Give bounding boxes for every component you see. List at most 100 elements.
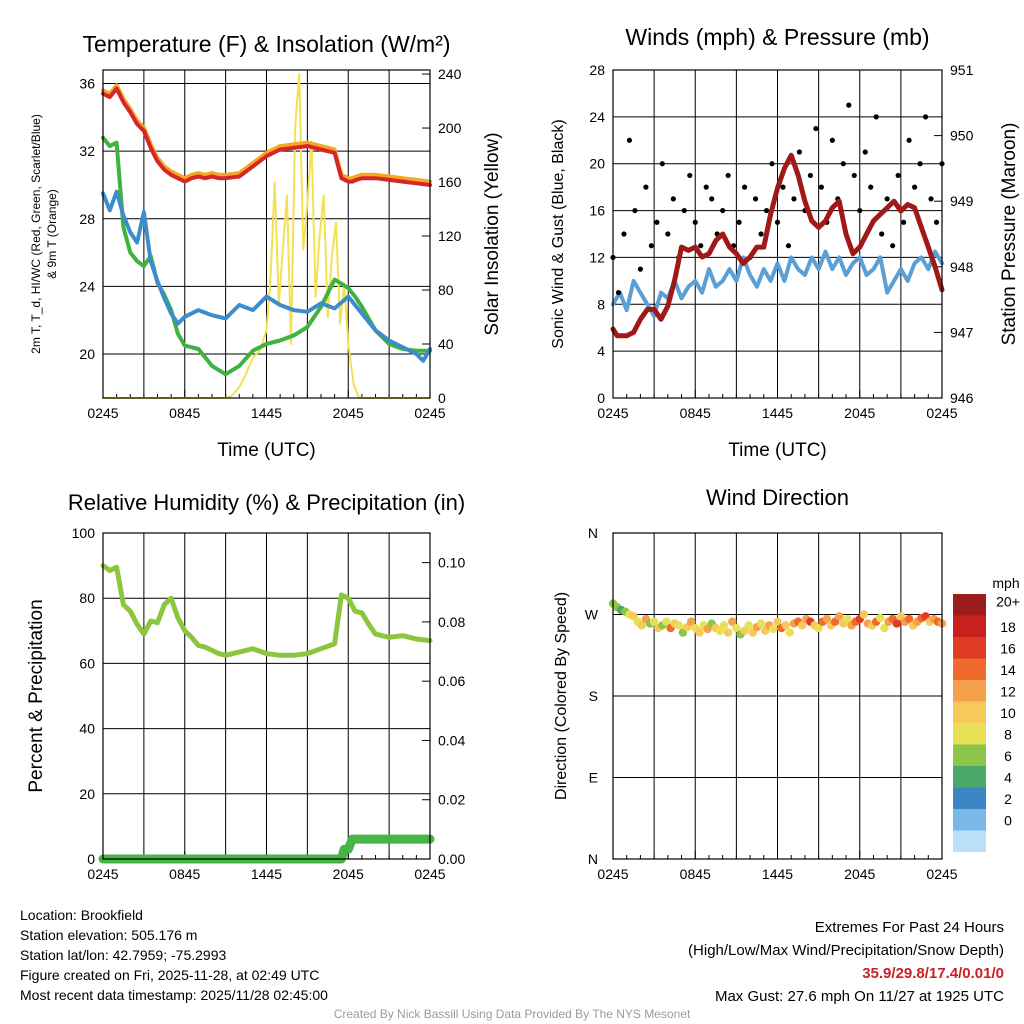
gust-point xyxy=(659,161,665,167)
series-relative-humidity xyxy=(100,563,433,658)
credit-line: Created By Nick Bassill Using Data Provi… xyxy=(333,1007,691,1021)
gust-point xyxy=(643,184,649,190)
gust-point xyxy=(698,243,704,249)
x-tick-label: 0845 xyxy=(169,866,200,882)
y-tick-label: 4 xyxy=(597,343,605,359)
y-tick-label: 32 xyxy=(79,143,95,159)
y-axis-label: Percent & Precipitation xyxy=(26,599,47,792)
direction-point xyxy=(728,617,737,626)
gust-point xyxy=(742,184,748,190)
gust-point xyxy=(884,196,890,202)
x-tick-label: 0845 xyxy=(680,866,711,882)
y2-tick-label: 947 xyxy=(950,324,974,340)
gust-point xyxy=(857,207,863,214)
gust-point xyxy=(709,196,715,202)
gust-point xyxy=(687,172,693,179)
y-tick-label: N xyxy=(588,851,598,867)
chart-title: Wind Direction xyxy=(706,485,849,510)
colorbar-swatch xyxy=(953,809,986,831)
gust-point xyxy=(681,207,687,214)
humidity-panel: Relative Humidity (%) & Precipitation (i… xyxy=(26,490,465,882)
x-tick-label: 0245 xyxy=(926,405,957,421)
gust-point xyxy=(774,219,781,225)
gust-point xyxy=(862,149,868,155)
direction-point xyxy=(649,617,659,626)
colorbar-swatch xyxy=(953,701,986,723)
gust-point xyxy=(829,137,835,143)
y-tick-label: 24 xyxy=(79,278,95,294)
footer-elevation: Station elevation: 505.176 m xyxy=(20,927,198,943)
extremes-values: 35.9/29.8/17.4/0.01/0 xyxy=(862,965,1004,982)
gust-point xyxy=(922,114,929,120)
gust-point xyxy=(752,196,759,202)
colorbar-swatch xyxy=(953,766,986,788)
y-axis-label: Direction (Colored By Speed) xyxy=(553,592,570,800)
y-tick-label: 20 xyxy=(79,786,95,802)
chart-title: Winds (mph) & Pressure (mb) xyxy=(625,24,929,50)
gust-point xyxy=(648,243,654,249)
colorbar-tick-label: 16 xyxy=(1000,641,1016,657)
y2-tick-label: 0.04 xyxy=(438,732,465,748)
gust-point xyxy=(911,184,918,190)
y2-tick-label: 0.08 xyxy=(438,614,465,630)
series-dewpoint xyxy=(101,135,432,377)
direction-point xyxy=(769,624,778,634)
series-station-pressure xyxy=(610,152,945,339)
y2-tick-label: 0.00 xyxy=(438,851,465,867)
x-tick-label: 0245 xyxy=(597,866,628,882)
y-tick-label: 24 xyxy=(589,109,605,125)
direction-point xyxy=(773,617,782,626)
direction-point xyxy=(723,628,733,637)
colorbar-tick-label: 18 xyxy=(1000,619,1016,635)
chart-title: Relative Humidity (%) & Precipitation (i… xyxy=(68,490,465,515)
y-tick-label: 0 xyxy=(87,851,95,867)
x-tick-label: 1445 xyxy=(762,866,793,882)
gust-point xyxy=(818,184,824,190)
gust-point xyxy=(901,219,907,225)
gust-point xyxy=(692,219,698,225)
direction-point xyxy=(732,623,741,633)
colorbar-swatch xyxy=(953,723,986,745)
direction-point xyxy=(892,619,901,628)
x-tick-label: 1445 xyxy=(762,405,793,421)
direction-point xyxy=(744,621,753,630)
plot-frame xyxy=(612,69,943,399)
colorbar-label: mph xyxy=(992,575,1019,591)
y-tick-label: 60 xyxy=(79,655,95,671)
y2-tick-label: 120 xyxy=(438,228,462,244)
gust-point xyxy=(632,207,638,214)
x-tick-label: 0845 xyxy=(680,405,711,421)
y-tick-label: 28 xyxy=(589,62,605,78)
x-axis-label: Time (UTC) xyxy=(217,440,316,461)
gust-point xyxy=(725,172,731,179)
colorbar-swatch xyxy=(953,744,986,766)
x-tick-label: 0245 xyxy=(926,866,957,882)
y2-tick-label: 951 xyxy=(950,62,974,78)
direction-point xyxy=(859,610,869,619)
plot-frame xyxy=(102,69,431,399)
gust-point xyxy=(890,243,896,249)
direction-point xyxy=(834,612,844,621)
gust-point xyxy=(813,125,819,132)
colorbar-tick-label: 0 xyxy=(1004,813,1012,829)
y-tick-label: N xyxy=(588,525,598,541)
y-tick-label: 0 xyxy=(597,390,605,406)
direction-point xyxy=(662,617,671,626)
y-tick-label: 80 xyxy=(79,590,95,606)
direction-point xyxy=(785,628,795,637)
direction-point xyxy=(814,623,823,633)
gust-point xyxy=(917,161,923,167)
gust-point xyxy=(846,102,852,108)
direction-point xyxy=(686,617,696,626)
y-tick-label: 28 xyxy=(79,211,95,227)
colorbar-tick-label: 2 xyxy=(1004,791,1012,807)
gust-point xyxy=(621,231,627,237)
gust-point xyxy=(780,184,786,190)
y2-tick-label: 0.02 xyxy=(438,792,465,808)
series-9m-t xyxy=(101,83,432,184)
y-tick-label: 20 xyxy=(79,346,95,362)
colorbar-swatch xyxy=(953,787,986,809)
y2-tick-label: 949 xyxy=(950,193,974,209)
direction-point xyxy=(781,621,790,630)
